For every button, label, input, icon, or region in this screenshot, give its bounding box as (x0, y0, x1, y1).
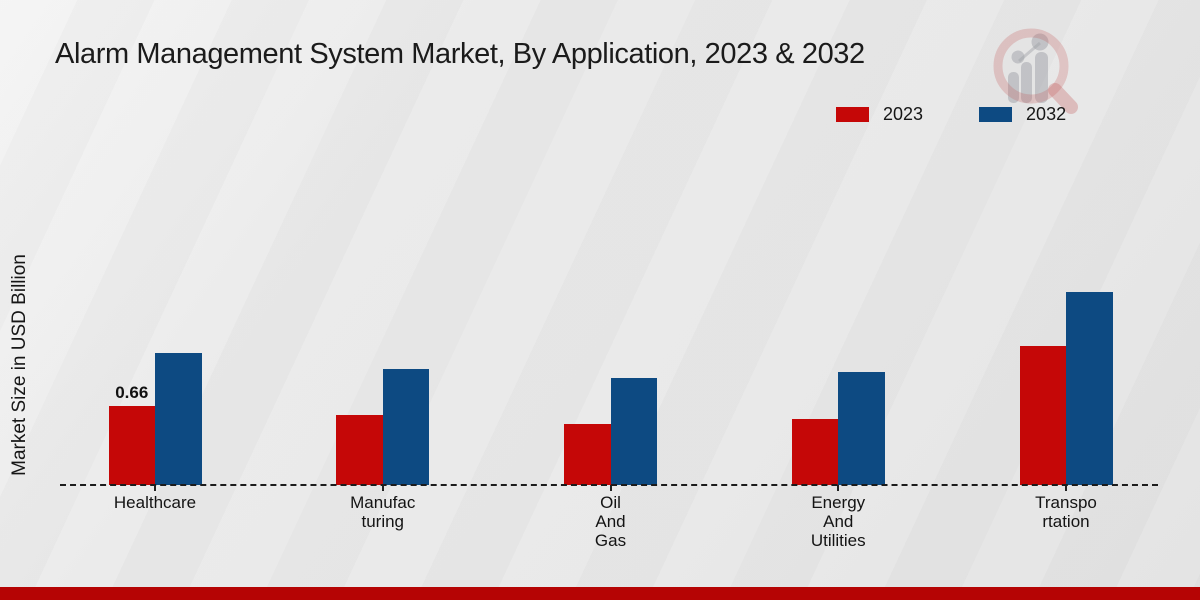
x-axis-tick-oil-and-gas (609, 485, 612, 491)
x-axis-tick-transportation (1065, 485, 1067, 491)
logo-magnifier-ring (993, 28, 1078, 114)
bar-2023-energy-and-utilities (791, 419, 839, 485)
category-label-healthcare: Healthcare (113, 493, 197, 512)
bar-2023-oil-and-gas (564, 424, 611, 485)
x-axis-tick-manufacturing (381, 485, 384, 491)
bar-2032-manufacturing (382, 369, 430, 485)
footer-accent-bar (0, 587, 1200, 600)
category-label-manufacturing: Manufac turing (350, 493, 416, 531)
category-label-oil-and-gas: Oil And Gas (594, 493, 627, 550)
bar-2032-oil-and-gas (610, 378, 657, 485)
legend-item-2023: 2023 (836, 104, 923, 125)
legend-swatch-2023 (836, 107, 869, 122)
category-label-transportation: Transpo rtation (1035, 493, 1097, 531)
bar-value-label-2023-healthcare: 0.66 (115, 383, 149, 402)
legend-label-2023: 2023 (883, 104, 924, 124)
bar-2032-healthcare (155, 353, 202, 485)
bar-2032-energy-and-utilities (838, 372, 885, 485)
legend-swatch-2032 (979, 107, 1013, 122)
legend-item-2032: 2032 (979, 104, 1066, 125)
bar-2023-manufacturing (336, 415, 383, 485)
chart-title: Alarm Management System Market, By Appli… (55, 38, 865, 70)
category-label-energy-and-utilities: Energy And Utilities (810, 493, 866, 550)
magnifier-chart-logo-icon (993, 28, 1078, 114)
bar-2032-transportation (1066, 292, 1113, 485)
x-axis-baseline (60, 484, 1158, 486)
legend-label-2032: 2032 (1026, 104, 1067, 124)
x-axis-tick-healthcare (154, 485, 156, 491)
bar-2023-healthcare (108, 406, 155, 485)
x-axis-tick-energy-and-utilities (837, 485, 840, 491)
bar-2023-transportation (1019, 346, 1066, 485)
logo-bars (1008, 33, 1049, 103)
legend: 2023 2032 (836, 104, 1066, 125)
